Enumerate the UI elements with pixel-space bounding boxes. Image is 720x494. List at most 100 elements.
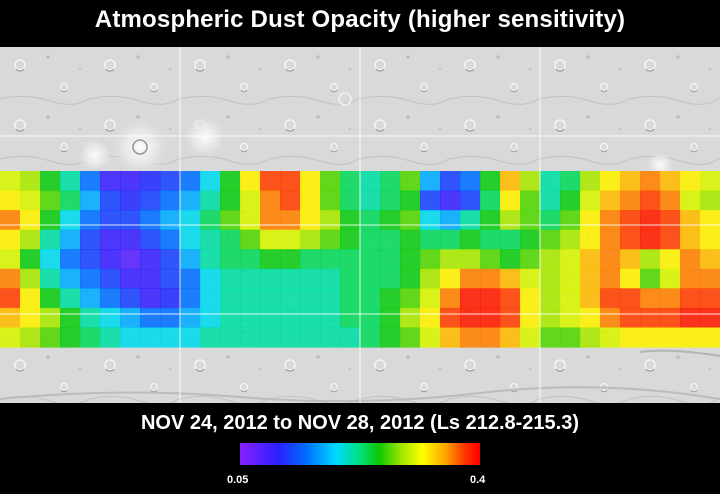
opacity-cell xyxy=(460,249,481,270)
opacity-cell xyxy=(120,229,141,250)
opacity-cell xyxy=(380,288,401,309)
opacity-cell xyxy=(60,190,81,211)
opacity-cell xyxy=(300,268,321,289)
opacity-cell xyxy=(160,327,181,348)
opacity-cell xyxy=(140,249,161,270)
opacity-cell xyxy=(80,327,101,348)
opacity-cell xyxy=(100,288,121,309)
opacity-cell xyxy=(40,171,61,192)
opacity-cell xyxy=(200,171,221,192)
opacity-cell xyxy=(140,288,161,309)
opacity-cell xyxy=(200,229,221,250)
opacity-cell xyxy=(520,249,541,270)
opacity-cell xyxy=(700,171,720,192)
opacity-cell xyxy=(380,307,401,329)
opacity-cell xyxy=(480,307,501,329)
opacity-cell xyxy=(280,171,301,192)
opacity-cell xyxy=(640,210,661,231)
opacity-cell xyxy=(420,249,441,270)
opacity-cell xyxy=(600,229,621,250)
opacity-cell xyxy=(520,307,541,329)
opacity-cell xyxy=(620,171,641,192)
opacity-cell xyxy=(120,190,141,211)
opacity-cell xyxy=(500,210,521,231)
opacity-cell xyxy=(240,171,261,192)
opacity-cell xyxy=(120,307,141,329)
opacity-cell xyxy=(180,190,201,211)
opacity-cell xyxy=(200,288,221,309)
opacity-cell xyxy=(700,268,720,289)
opacity-cell xyxy=(620,210,641,231)
opacity-cell xyxy=(300,288,321,309)
opacity-cell xyxy=(80,307,101,329)
opacity-cell xyxy=(680,249,701,270)
opacity-cell xyxy=(100,327,121,348)
opacity-cell xyxy=(160,171,181,192)
opacity-cell xyxy=(440,171,461,192)
opacity-cell xyxy=(680,307,701,329)
opacity-cell xyxy=(40,210,61,231)
opacity-cell xyxy=(540,288,561,309)
opacity-cell xyxy=(500,307,521,329)
opacity-cell xyxy=(340,210,361,231)
opacity-cell xyxy=(80,288,101,309)
opacity-cell xyxy=(340,288,361,309)
dust-opacity-heatmap xyxy=(0,171,720,348)
opacity-cell xyxy=(320,327,341,348)
opacity-cell xyxy=(420,229,441,250)
opacity-cell xyxy=(440,268,461,289)
opacity-cell xyxy=(400,249,421,270)
opacity-cell xyxy=(0,190,21,211)
opacity-cell xyxy=(180,171,201,192)
opacity-cell xyxy=(660,190,681,211)
opacity-cell xyxy=(360,190,381,211)
opacity-cell xyxy=(460,327,481,348)
opacity-cell xyxy=(680,229,701,250)
opacity-cell xyxy=(480,190,501,211)
opacity-cell xyxy=(700,210,720,231)
opacity-cell xyxy=(300,249,321,270)
opacity-cell xyxy=(420,268,441,289)
opacity-cell xyxy=(480,249,501,270)
opacity-cell xyxy=(660,327,681,348)
opacity-cell xyxy=(480,229,501,250)
opacity-cell xyxy=(0,210,21,231)
opacity-cell xyxy=(480,171,501,192)
opacity-cell xyxy=(540,171,561,192)
opacity-cell xyxy=(320,190,341,211)
opacity-cell xyxy=(620,288,641,309)
opacity-cell xyxy=(400,307,421,329)
opacity-cell xyxy=(640,307,661,329)
opacity-cell xyxy=(500,249,521,270)
opacity-cell xyxy=(400,268,421,289)
opacity-cell xyxy=(640,171,661,192)
opacity-cell xyxy=(220,327,241,348)
opacity-cell xyxy=(420,307,441,329)
opacity-cell xyxy=(340,268,361,289)
opacity-cell xyxy=(160,210,181,231)
opacity-cell xyxy=(340,307,361,329)
opacity-cell xyxy=(260,307,281,329)
opacity-cell xyxy=(500,171,521,192)
opacity-cell xyxy=(0,288,21,309)
opacity-cell xyxy=(20,307,41,329)
opacity-cell xyxy=(240,288,261,309)
opacity-cell xyxy=(580,210,601,231)
opacity-cell xyxy=(80,171,101,192)
opacity-cell xyxy=(140,190,161,211)
opacity-cell xyxy=(180,268,201,289)
opacity-cell xyxy=(280,229,301,250)
opacity-cell xyxy=(460,307,481,329)
opacity-cell xyxy=(580,229,601,250)
opacity-cell xyxy=(180,327,201,348)
opacity-cell xyxy=(660,229,681,250)
opacity-cell xyxy=(540,229,561,250)
opacity-cell xyxy=(240,210,261,231)
opacity-cell xyxy=(560,190,581,211)
opacity-cell xyxy=(440,249,461,270)
opacity-cell xyxy=(360,249,381,270)
opacity-cell xyxy=(40,229,61,250)
opacity-cell xyxy=(280,288,301,309)
opacity-cell xyxy=(400,190,421,211)
opacity-cell xyxy=(460,210,481,231)
